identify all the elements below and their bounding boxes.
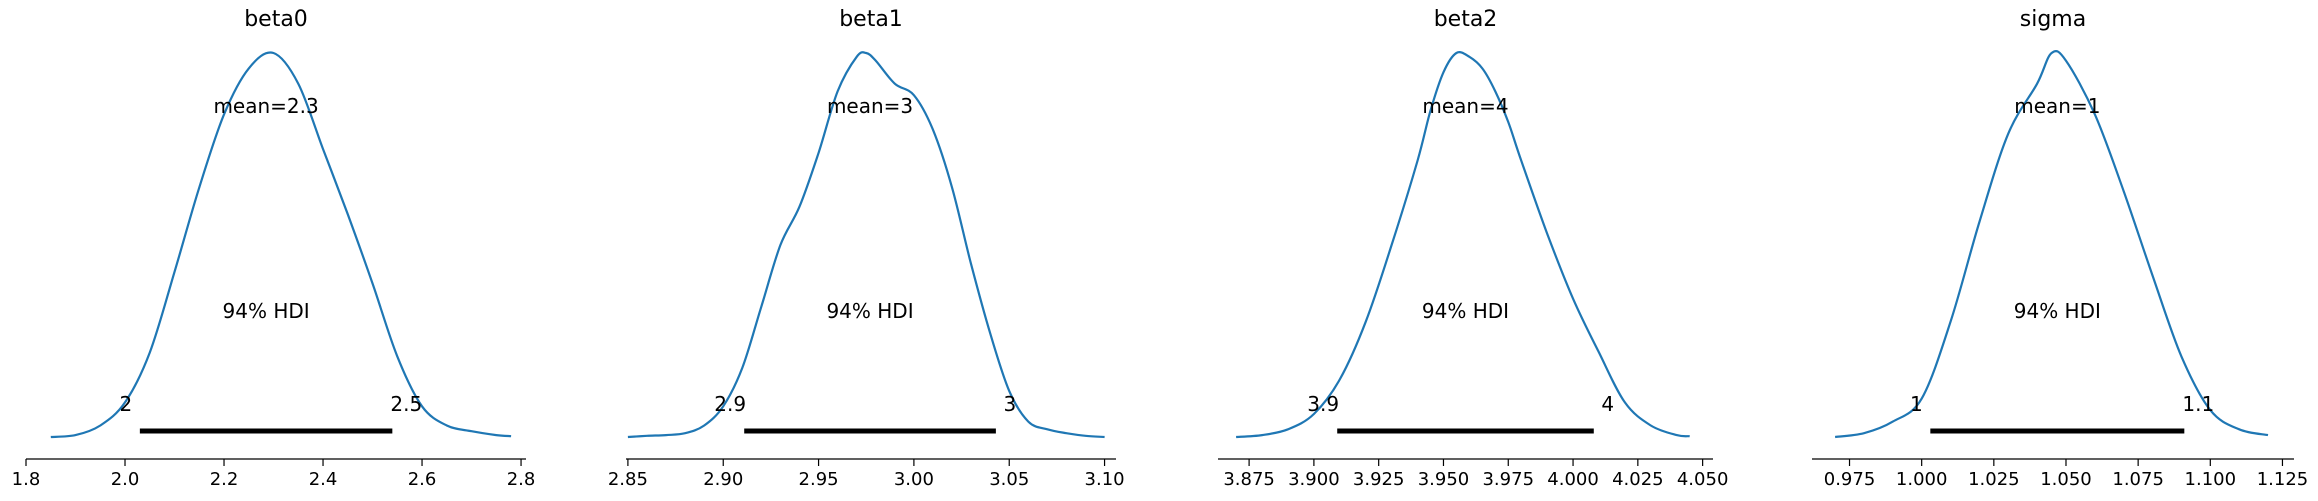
hdi-high-label: 4 [1601,392,1614,416]
x-tick-label: 1.125 [2257,469,2309,490]
x-tick-label: 3.00 [894,469,934,490]
x-tick-label: 1.8 [12,469,41,490]
mean-label: mean=3 [827,94,913,118]
hdi-label: 94% HDI [826,299,913,323]
x-tick-label: 2.6 [408,469,437,490]
x-tick-label: 2.2 [210,469,239,490]
x-tick-label: 4.050 [1677,469,1729,490]
hdi-label: 94% HDI [223,299,310,323]
x-tick-label: 2.4 [309,469,338,490]
hdi-label: 94% HDI [2014,299,2101,323]
panel-beta0: beta0 1.8 2.0 2.2 2.4 2.6 2.8 mean=2.3 94% HDI 2 2… [12,7,536,490]
x-tick-label: 3.875 [1223,469,1275,490]
panel-title: beta2 [1434,7,1498,32]
x-tick-label: 1.050 [2040,469,2092,490]
mean-label: mean=2.3 [213,94,318,118]
x-tick-label: 1.025 [1968,469,2020,490]
hdi-label: 94% HDI [1422,299,1509,323]
mean-label: mean=1 [2014,94,2100,118]
panel-title: beta1 [839,7,903,32]
hdi-low-label: 2 [119,392,132,416]
x-tick-label: 3.05 [989,469,1029,490]
x-tick-label: 3.10 [1085,469,1125,490]
x-tick-label: 2.8 [507,469,536,490]
hdi-high-label: 3 [1004,392,1017,416]
panel-title: beta0 [244,7,308,32]
panel-title: sigma [2020,7,2086,32]
hdi-low-label: 2.9 [714,392,746,416]
density-curve [50,51,512,439]
x-tick-label: 0.975 [1824,469,1876,490]
x-tick-label: 1.100 [2185,469,2237,490]
density-curve [627,51,1105,439]
x-tick-label: 4.000 [1547,469,1599,490]
x-tick-label: 3.925 [1353,469,1405,490]
x-tick-label: 2.85 [608,469,648,490]
hdi-low-label: 3.9 [1307,392,1339,416]
x-tick-label: 2.0 [111,469,140,490]
x-tick-label: 2.90 [703,469,743,490]
hdi-low-label: 1 [1910,392,1923,416]
hdi-high-label: 2.5 [390,392,422,416]
x-tick-label: 1.000 [1896,469,1948,490]
x-tick-label: 4.025 [1612,469,1664,490]
panel-beta1: beta1 2.85 2.90 2.95 3.00 3.05 3.10 mean=3 94% H… [608,7,1125,490]
panel-beta2: beta2 3.875 3.900 3.925 3.950 3.975 4.000 4.025… [1218,7,1728,490]
density-curve [1834,49,2269,439]
panel-sigma: sigma 0.975 1.000 1.025 1.050 1.075 1.100 1.125… [1812,7,2308,490]
density-curve [1236,51,1690,439]
x-tick-label: 3.975 [1482,469,1534,490]
hdi-high-label: 1.1 [2182,392,2214,416]
mean-label: mean=4 [1422,94,1508,118]
x-tick-label: 2.95 [799,469,839,490]
x-tick-label: 1.075 [2112,469,2164,490]
x-tick-label: 3.900 [1288,469,1340,490]
x-tick-label: 3.950 [1418,469,1470,490]
